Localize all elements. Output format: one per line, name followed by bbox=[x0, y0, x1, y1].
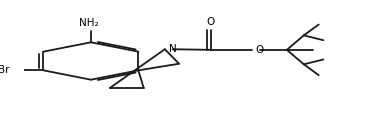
Text: N: N bbox=[169, 44, 177, 54]
Text: O: O bbox=[256, 45, 264, 55]
Text: O: O bbox=[207, 17, 215, 27]
Text: Br: Br bbox=[0, 65, 10, 75]
Text: NH₂: NH₂ bbox=[79, 18, 99, 28]
